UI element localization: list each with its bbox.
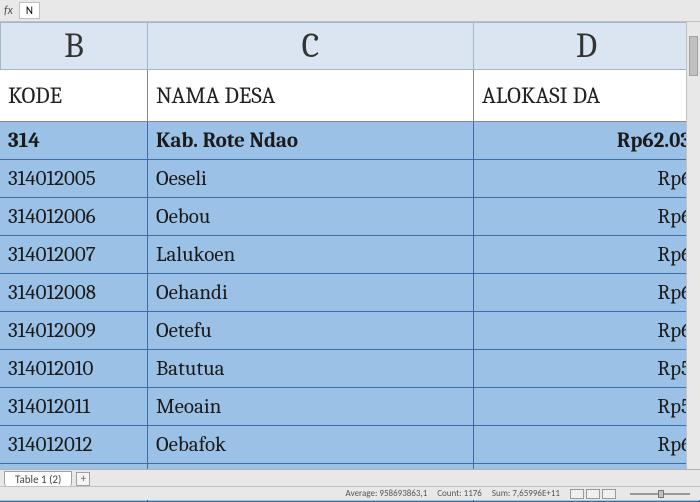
sheet-tab[interactable]: Table 1 (2) [4, 471, 72, 487]
cell-kode[interactable]: 314012007 [0, 236, 148, 274]
column-header-b[interactable]: B [0, 22, 148, 70]
cell-alokasi[interactable]: Rp6 [474, 160, 700, 198]
table-header-row: KODE NAMA DESA ALOKASI DA [0, 70, 700, 122]
table-row: 314012007LalukoenRp6 [0, 236, 700, 274]
cell-kode[interactable]: 314012012 [0, 426, 148, 464]
formula-bar: fx N [0, 0, 700, 22]
cell-kode[interactable]: 314012005 [0, 160, 148, 198]
cell-kode[interactable]: 314012009 [0, 312, 148, 350]
table-row: 314012006OebouRp6 [0, 198, 700, 236]
table-row: 314012009OetefuRp6 [0, 312, 700, 350]
status-sum: Sum: 7,65996E+11 [492, 488, 560, 499]
cell-alokasi[interactable]: Rp6 [474, 426, 700, 464]
table-row: 314012010BatutuaRp5 [0, 350, 700, 388]
cell-kode[interactable]: 314012011 [0, 388, 148, 426]
fx-label[interactable]: fx [4, 4, 13, 18]
table-row: 314012005OeseliRp6 [0, 160, 700, 198]
view-buttons [570, 489, 616, 499]
name-box[interactable]: N [19, 2, 40, 19]
cell-nama[interactable]: Meoain [148, 388, 474, 426]
summary-kode[interactable]: 314 [0, 122, 148, 160]
column-headers-row: B C D [0, 22, 700, 70]
header-nama-desa[interactable]: NAMA DESA [148, 70, 474, 122]
cell-nama[interactable]: Oehandi [148, 274, 474, 312]
summary-nama[interactable]: Kab. Rote Ndao [148, 122, 474, 160]
cell-nama[interactable]: Oeseli [148, 160, 474, 198]
view-normal-button[interactable] [570, 489, 584, 499]
column-header-d[interactable]: D [474, 22, 700, 70]
table-row: 314012008OehandiRp6 [0, 274, 700, 312]
header-kode[interactable]: KODE [0, 70, 148, 122]
cell-nama[interactable]: Oebafok [148, 426, 474, 464]
cell-nama[interactable]: Oebou [148, 198, 474, 236]
cell-alokasi[interactable]: Rp6 [474, 274, 700, 312]
cell-nama[interactable]: Lalukoen [148, 236, 474, 274]
table-row: 314012012OebafokRp6 [0, 426, 700, 464]
spreadsheet-grid[interactable]: B C D KODE NAMA DESA ALOKASI DA 314 Kab.… [0, 22, 700, 502]
cell-alokasi[interactable]: Rp6 [474, 198, 700, 236]
cell-alokasi[interactable]: Rp6 [474, 236, 700, 274]
cell-alokasi[interactable]: Rp6 [474, 312, 700, 350]
header-alokasi[interactable]: ALOKASI DA [474, 70, 700, 122]
cell-kode[interactable]: 314012010 [0, 350, 148, 388]
cell-kode[interactable]: 314012008 [0, 274, 148, 312]
zoom-slider[interactable] [630, 493, 690, 495]
vertical-scrollbar[interactable] [686, 22, 700, 469]
status-count: Count: 1176 [437, 488, 482, 499]
cell-alokasi[interactable]: Rp5 [474, 388, 700, 426]
cell-kode[interactable]: 314012006 [0, 198, 148, 236]
status-average: Average: 958693863,1 [346, 488, 428, 499]
view-page-button[interactable] [586, 489, 600, 499]
add-sheet-button[interactable]: + [76, 472, 90, 486]
sheet-tab-bar: Table 1 (2) + [0, 469, 700, 487]
status-bar: Average: 958693863,1 Count: 1176 Sum: 7,… [0, 486, 700, 500]
cell-nama[interactable]: Batutua [148, 350, 474, 388]
zoom-slider-thumb[interactable] [658, 490, 664, 498]
column-header-c[interactable]: C [148, 22, 474, 70]
cell-nama[interactable]: Oetefu [148, 312, 474, 350]
summary-alokasi[interactable]: Rp62.03 [474, 122, 700, 160]
cell-alokasi[interactable]: Rp5 [474, 350, 700, 388]
view-break-button[interactable] [602, 489, 616, 499]
table-row: 314012011MeoainRp5 [0, 388, 700, 426]
scrollbar-thumb[interactable] [689, 36, 698, 76]
summary-row: 314 Kab. Rote Ndao Rp62.03 [0, 122, 700, 160]
